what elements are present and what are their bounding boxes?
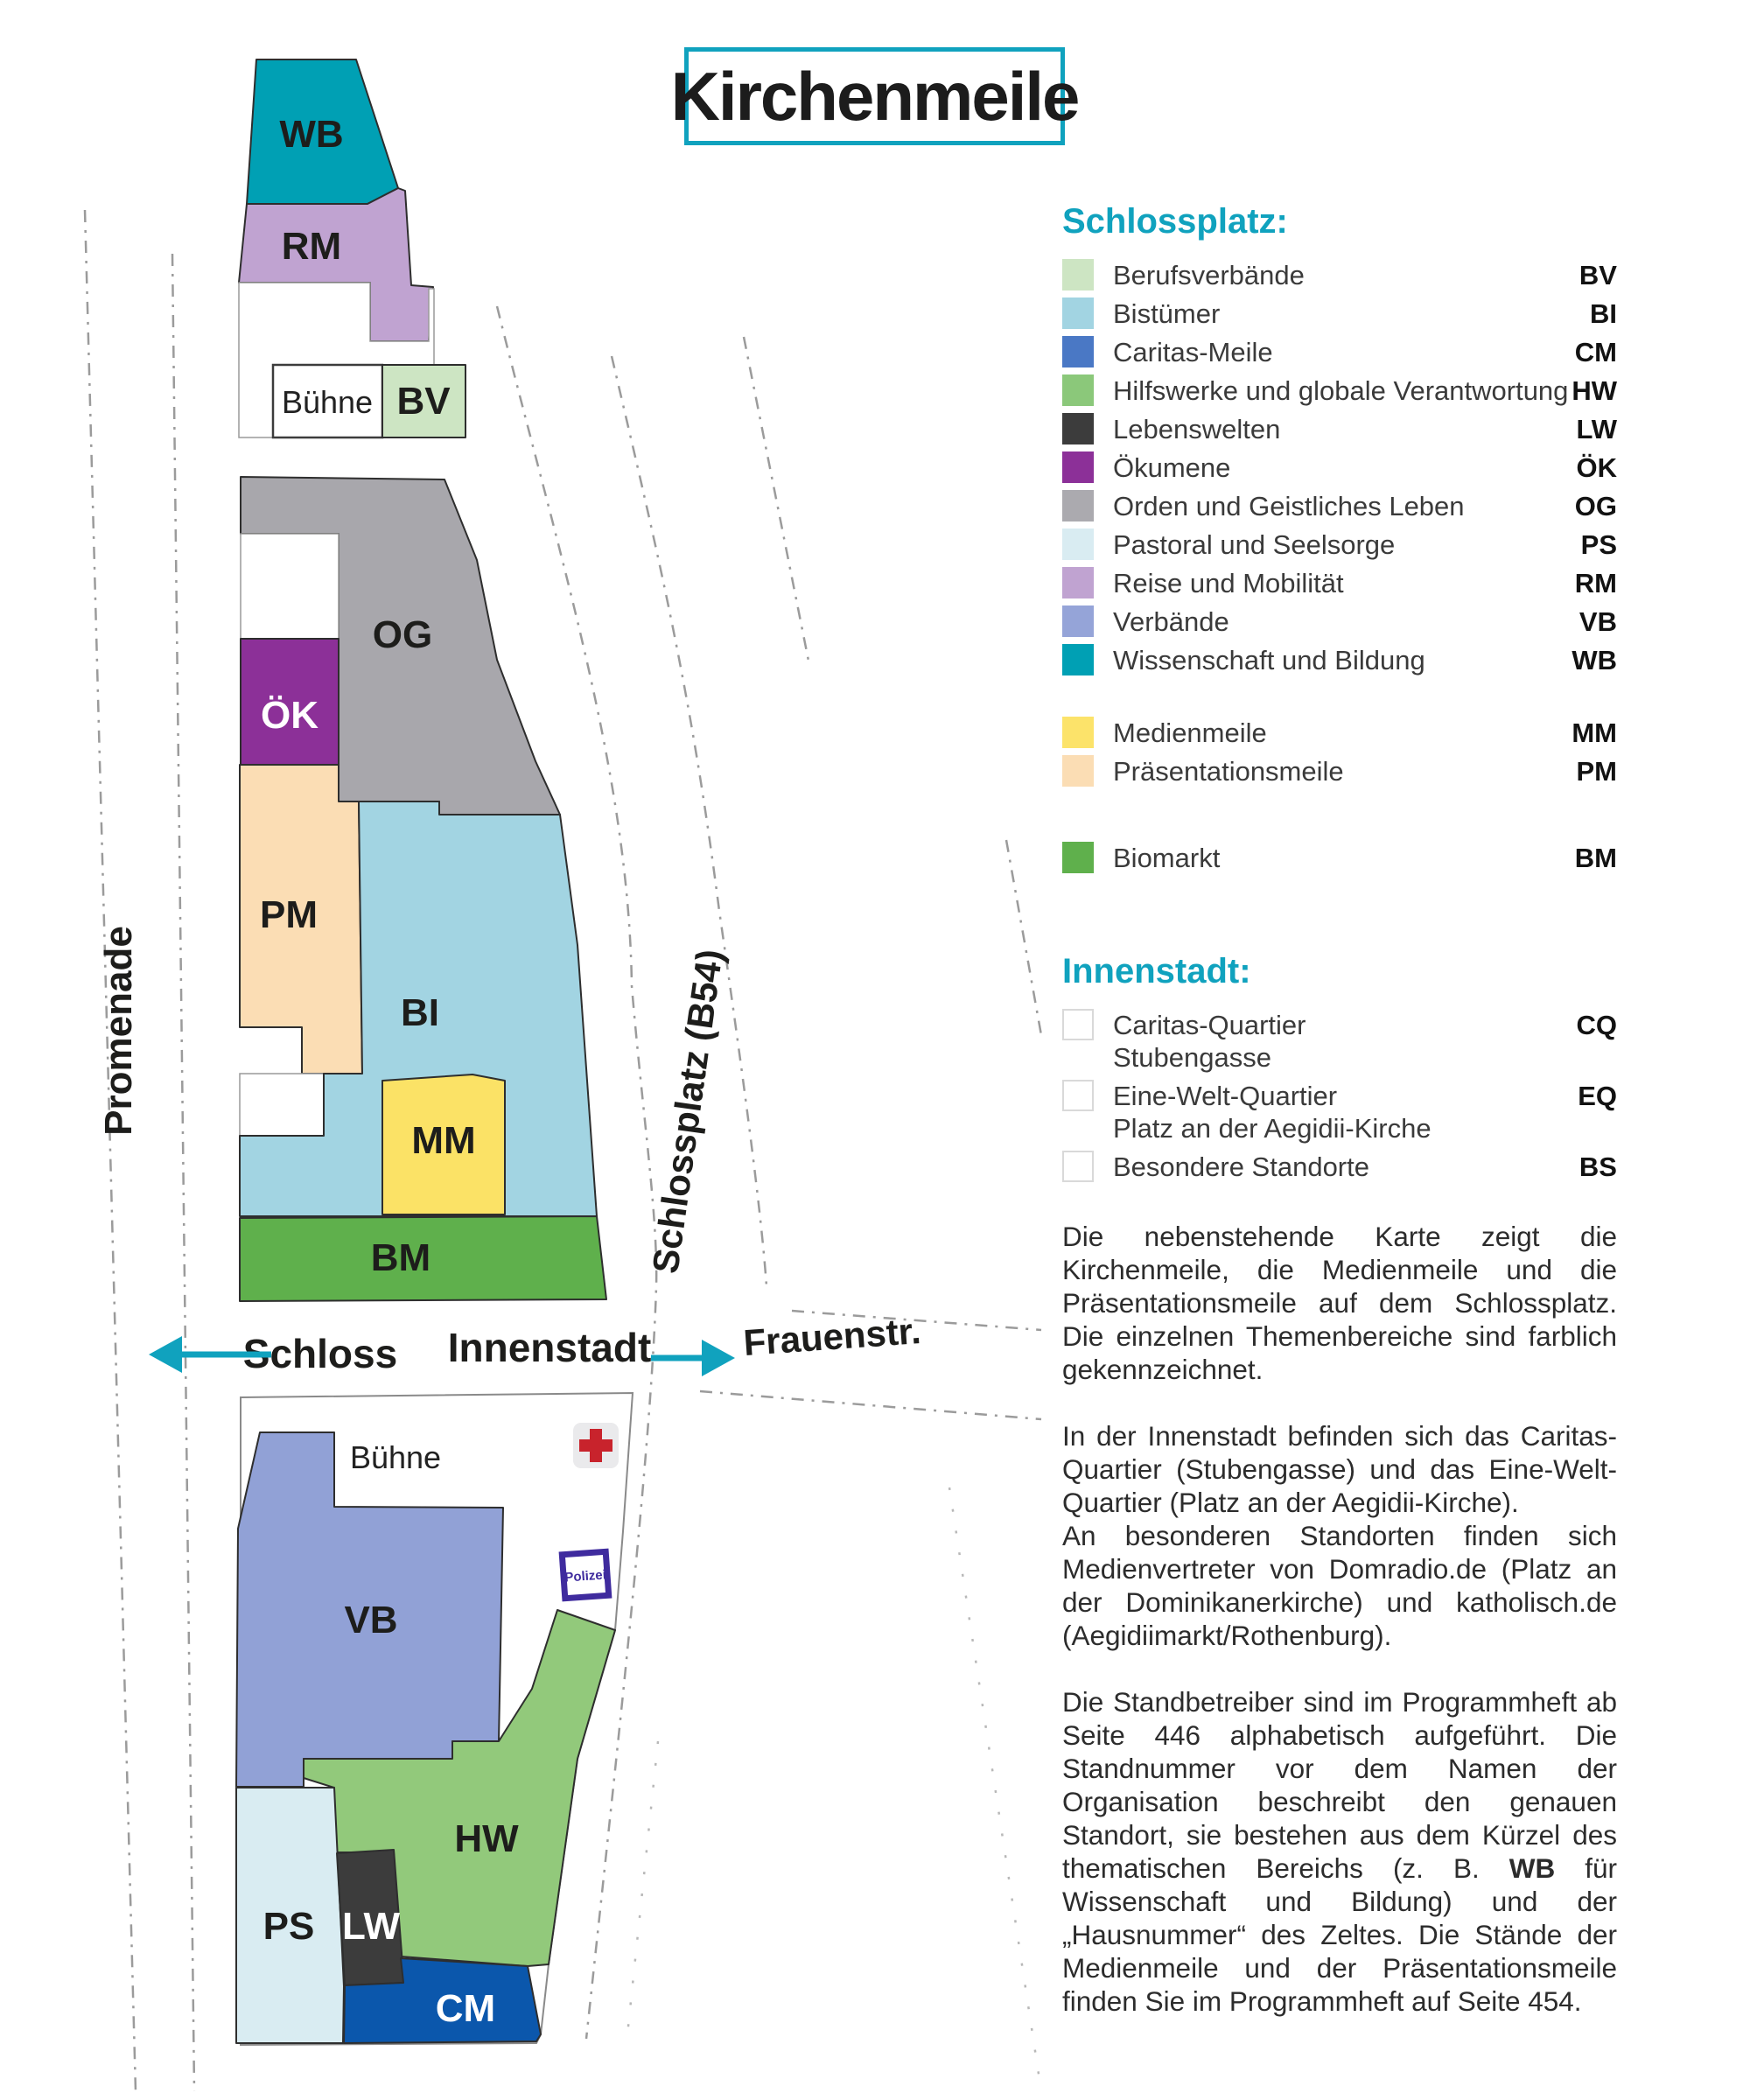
swatch-cm	[1062, 336, 1094, 368]
zone-label-bi: BI	[401, 991, 439, 1034]
swatch-oek	[1062, 452, 1094, 483]
stage-label-bottom: Bühne	[350, 1439, 441, 1475]
legend-item-og: Orden und Geistliches Leben OG	[1062, 490, 1617, 522]
legend-heading-schlossplatz: Schlossplatz:	[1062, 202, 1288, 241]
swatch-eq	[1062, 1080, 1094, 1111]
zone-label-lw: LW	[342, 1905, 400, 1948]
police-icon: Polizei	[558, 1548, 612, 1602]
title-box: Kirchenmeile	[671, 47, 1080, 145]
road-promenade-outer	[83, 209, 137, 2092]
legend-item-hw: Hilfswerke und globale Verantwortung HW	[1062, 374, 1617, 407]
legend-gap-1	[1062, 682, 1617, 717]
zone-bv	[382, 364, 466, 438]
stage-box-top	[271, 363, 384, 439]
road-b54-east	[610, 355, 768, 1287]
arrow-left-schloss-icon	[149, 1336, 271, 1373]
zone-bm	[239, 1215, 607, 1302]
swatch-lw	[1062, 413, 1094, 444]
legend-gap-3	[1062, 880, 1617, 950]
first-aid-icon	[573, 1423, 619, 1468]
paragraph-3: Die Standbetreiber sind im Programmheft …	[1062, 1686, 1617, 2017]
street-label-frauenstr: Frauenstr.	[742, 1310, 922, 1363]
swatch-ps	[1062, 528, 1094, 560]
swatch-mm	[1062, 717, 1094, 748]
paragraph-2b: An besonderen Standorten finden sich Med…	[1062, 1520, 1617, 1651]
swatch-rm	[1062, 567, 1094, 598]
swatch-og	[1062, 490, 1094, 522]
zone-cm	[343, 1957, 542, 2044]
zone-label-ps: PS	[263, 1905, 315, 1948]
legend-item-mm: Medienmeile MM	[1062, 717, 1617, 749]
road-bottom-east	[625, 1740, 660, 2044]
zone-label-bm: BM	[371, 1236, 430, 1279]
zone-label-vb: VB	[344, 1599, 397, 1642]
zone-label-mm: MM	[411, 1119, 475, 1162]
swatch-bm	[1062, 842, 1094, 873]
legend-item-bs: Besondere Standorte BS	[1062, 1151, 1617, 1183]
swatch-wb	[1062, 644, 1094, 676]
swatch-vb	[1062, 606, 1094, 637]
description-text: Die nebenstehende Karte zeigt die Kirche…	[1062, 1220, 1617, 2018]
road-frauenstr-south	[699, 1390, 1042, 1421]
zone-label-rm: RM	[282, 225, 341, 268]
swatch-bs	[1062, 1151, 1094, 1182]
legend-item-vb: Verbände VB	[1062, 606, 1617, 638]
map-notch-lower	[239, 1073, 325, 1137]
kirchenmeile-map: Polizei WB RM Bühne BV OG ÖK PM BI MM BM…	[83, 59, 1043, 2092]
paragraph-1: Die nebenstehende Karte zeigt die Kirche…	[1062, 1221, 1617, 1385]
street-label-innenstadt: Innenstadt	[448, 1325, 652, 1370]
zone-label-hw: HW	[454, 1817, 519, 1860]
zone-oek	[240, 638, 340, 766]
zone-label-wb: WB	[279, 113, 343, 156]
legend-item-bi: Bistümer BI	[1062, 298, 1617, 330]
road-bottom-far	[948, 1487, 1043, 2092]
stage-label-top: Bühne	[282, 384, 373, 420]
street-label-promenade: Promenade	[97, 926, 140, 1136]
legend-item-ps: Pastoral und Seelsorge PS	[1062, 528, 1617, 561]
map-notch-upper	[240, 533, 340, 640]
road-b54-far-1	[742, 336, 811, 666]
legend-item-bv: Berufsverbände BV	[1062, 259, 1617, 291]
road-promenade-inner	[171, 253, 196, 2092]
arrow-right-innenstadt-icon	[651, 1340, 735, 1376]
zone-label-og: OG	[373, 613, 432, 656]
swatch-cq	[1062, 1009, 1094, 1040]
zone-label-pm: PM	[260, 893, 318, 936]
legend-heading-innenstadt: Innenstadt:	[1062, 952, 1251, 990]
paragraph-2a: In der Innenstadt befinden sich das Cari…	[1062, 1420, 1617, 1518]
legend-item-bm: Biomarkt BM	[1062, 842, 1617, 874]
legend-item-cq: Caritas-Quartier Stubengasse CQ	[1062, 1009, 1617, 1074]
police-icon-label: Polizei	[564, 1567, 607, 1585]
road-b54-far-2	[1004, 839, 1043, 1036]
legend-item-pm: Präsentationsmeile PM	[1062, 755, 1617, 788]
zone-mm	[382, 1074, 506, 1215]
road-lines	[83, 209, 1043, 2092]
legend-item-rm: Reise und Mobilität RM	[1062, 567, 1617, 599]
legend-item-eq: Eine-Welt-Quartier Platz an der Aegidii-K…	[1062, 1080, 1617, 1144]
legend-item-wb: Wissenschaft und Bildung WB	[1062, 644, 1617, 676]
legend-gap-2	[1062, 794, 1617, 842]
legend-column: Schlossplatz: Berufsverbände BV Bistümer…	[1062, 200, 1617, 2051]
page-title: Kirchenmeile	[670, 57, 1081, 135]
zone-label-bv: BV	[396, 380, 451, 423]
legend-item-cm: Caritas-Meile CM	[1062, 336, 1617, 368]
street-label-schlossplatz: Schlossplatz (B54)	[644, 947, 731, 1276]
swatch-bv	[1062, 259, 1094, 290]
zone-label-oek: ÖK	[261, 694, 318, 737]
legend-item-oek: Ökumene ÖK	[1062, 452, 1617, 484]
swatch-hw	[1062, 374, 1094, 406]
legend-item-lw: Lebenswelten LW	[1062, 413, 1617, 445]
road-frauenstr-north	[791, 1309, 1042, 1332]
swatch-bi	[1062, 298, 1094, 329]
zone-label-cm: CM	[436, 1987, 495, 2030]
swatch-pm	[1062, 755, 1094, 787]
